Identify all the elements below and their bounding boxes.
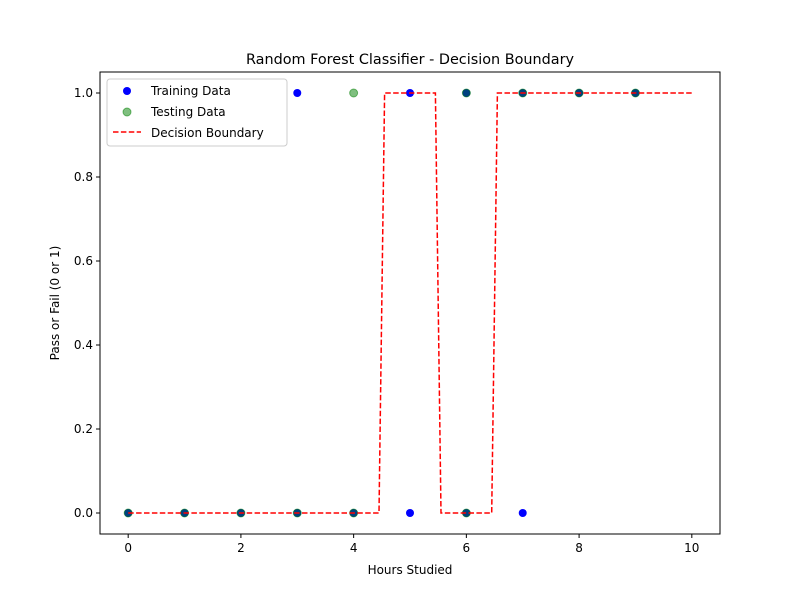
y-tick-label: 0.4 — [74, 338, 93, 352]
x-axis-label: Hours Studied — [368, 563, 453, 577]
y-tick-label: 0.2 — [74, 422, 93, 436]
y-axis-ticks: 0.0 0.2 0.4 0.6 0.8 1.0 — [74, 86, 100, 520]
legend-label-training: Training Data — [150, 84, 231, 98]
y-tick-label: 0.0 — [74, 506, 93, 520]
x-axis-ticks: 0 2 4 6 8 10 — [124, 534, 699, 555]
training-point — [406, 509, 414, 517]
testing-point — [349, 88, 359, 98]
data-marks — [123, 88, 692, 518]
legend-label-boundary: Decision Boundary — [151, 126, 264, 140]
x-tick-label: 4 — [350, 541, 358, 555]
axes-frame — [99, 71, 721, 535]
y-tick-label: 1.0 — [74, 86, 93, 100]
axes-border — [99, 71, 721, 535]
y-tick-label: 0.8 — [74, 170, 93, 184]
legend-label-testing: Testing Data — [150, 105, 226, 119]
x-tick-label: 8 — [575, 541, 583, 555]
chart-title: Random Forest Classifier - Decision Boun… — [246, 52, 575, 68]
legend-swatch-testing — [122, 107, 132, 117]
legend-swatch-training — [123, 87, 131, 95]
legend-box — [106, 78, 288, 147]
x-tick-label: 10 — [684, 541, 699, 555]
legend: Training Data Testing Data Decision Boun… — [106, 78, 288, 147]
training-point — [518, 509, 527, 517]
y-axis-label: Pass or Fail (0 or 1) — [48, 246, 62, 361]
testing-point — [461, 88, 471, 98]
x-tick-label: 0 — [124, 541, 132, 555]
decision-boundary-line — [128, 92, 692, 514]
x-tick-label: 6 — [463, 541, 471, 555]
plot-area — [100, 72, 720, 534]
training-point — [293, 89, 302, 97]
y-tick-label: 0.6 — [74, 254, 93, 268]
x-tick-label: 2 — [237, 541, 245, 555]
